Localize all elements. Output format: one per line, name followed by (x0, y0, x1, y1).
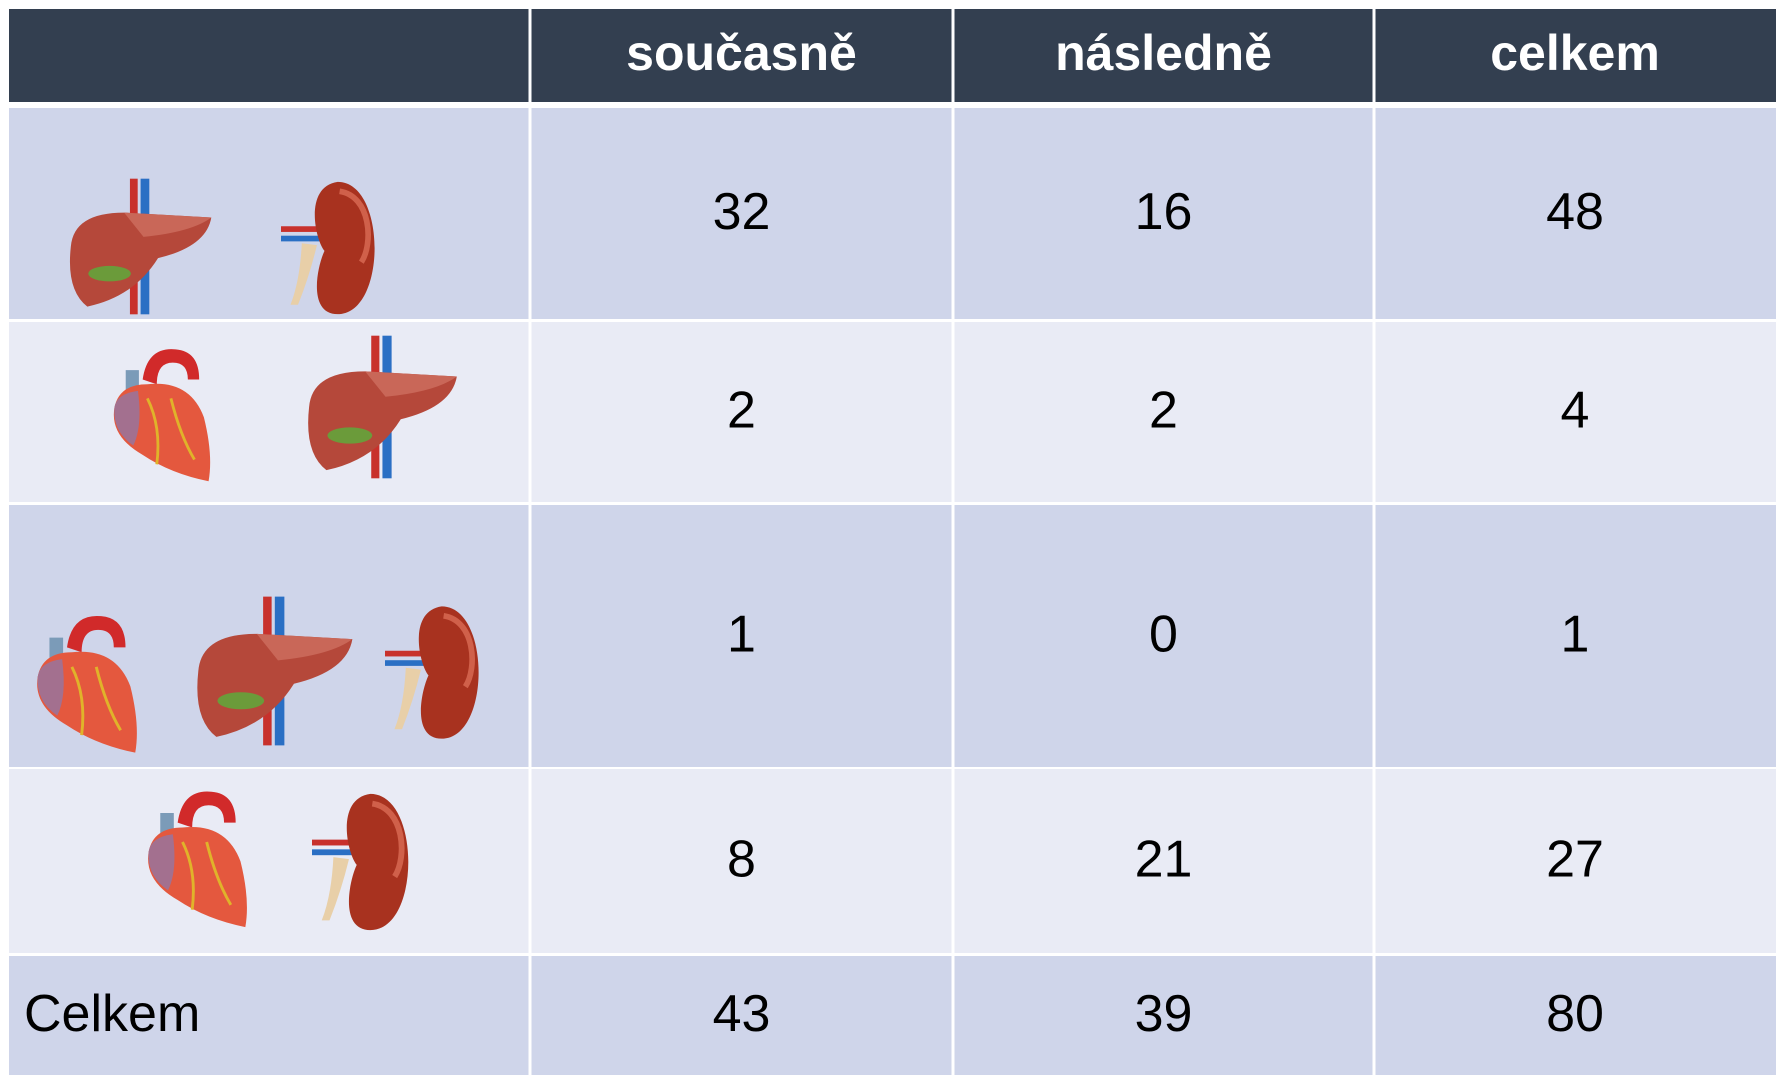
cell-value: 0 (1149, 606, 1178, 664)
column-header: celkem (1490, 25, 1660, 81)
total-value: 80 (1546, 985, 1604, 1043)
table-background (9, 9, 1776, 1075)
column-divider (529, 9, 532, 102)
cell-value: 4 (1561, 382, 1590, 440)
cell-value: 21 (1135, 831, 1193, 889)
total-value: 39 (1135, 985, 1193, 1043)
table-cell (9, 769, 529, 953)
cell-value: 2 (727, 382, 756, 440)
column-divider (952, 9, 955, 102)
cell-value: 1 (727, 606, 756, 664)
cell-value: 16 (1135, 183, 1193, 241)
total-value: 43 (713, 985, 771, 1043)
organ-table: současně následně celkem 32 16 48 2 2 4 1 0 1 8 21 27 C… (0, 0, 1776, 1075)
cell-value: 2 (1149, 382, 1178, 440)
cell-value: 8 (727, 831, 756, 889)
cell-value: 48 (1546, 183, 1604, 241)
total-label: Celkem (24, 985, 200, 1043)
table-cell (9, 322, 529, 502)
cell-value: 1 (1561, 606, 1590, 664)
page: současně následně celkem 32 16 48 2 2 4 1 0 1 8 21 27 C… (0, 0, 1776, 1075)
cell-value: 27 (1546, 831, 1604, 889)
cell-value: 32 (713, 183, 771, 241)
column-header: současně (626, 25, 857, 81)
column-header: následně (1055, 25, 1272, 81)
column-divider (1373, 9, 1376, 102)
